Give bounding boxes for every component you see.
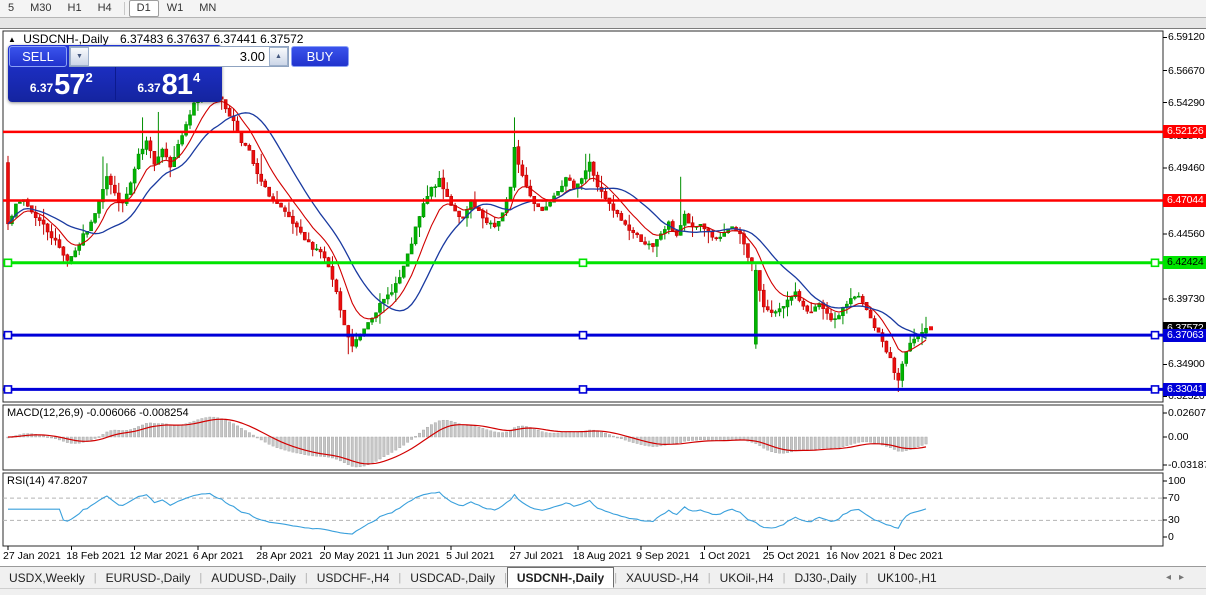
tab-uk100-h1[interactable]: UK100-,H1: [877, 570, 937, 585]
sell-price-pip: 2: [85, 70, 93, 85]
timeframe-h4-button[interactable]: H4: [97, 2, 112, 14]
time-axis-date-label: 12 Mar 2021: [129, 550, 189, 562]
timeframe-h1-button[interactable]: H1: [67, 2, 82, 14]
tab-separator: |: [614, 571, 618, 584]
time-axis-date-label: 16 Nov 2021: [826, 550, 886, 562]
buy-price-prefix: 6.37: [137, 81, 161, 95]
tab-separator: |: [398, 571, 402, 584]
tab-separator: |: [865, 571, 869, 584]
tab-separator: |: [503, 571, 507, 584]
tab-separator: |: [782, 571, 786, 584]
time-axis-date-label: 28 Apr 2021: [256, 550, 313, 562]
tab-separator: |: [93, 571, 97, 584]
buy-button[interactable]: BUY: [291, 46, 349, 67]
hline-price-label: 6.52126: [1163, 125, 1206, 139]
macd-axis-tick: -0.03187: [1168, 459, 1206, 471]
toolbar-separator: [123, 2, 125, 15]
hline-price-label: 6.47044: [1163, 193, 1206, 207]
price-axis-tick: 6.34900: [1168, 358, 1205, 371]
volume-stepper: ▼ ▲: [69, 46, 289, 67]
time-axis-date-label: 27 Jul 2021: [509, 550, 564, 562]
tab-separator: |: [707, 571, 711, 584]
chart-title: ▲ USDCNH-,Daily 6.37483 6.37637 6.37441 …: [8, 32, 303, 46]
tab-eurusd-daily[interactable]: EURUSD-,Daily: [105, 570, 191, 585]
time-axis-date-label: 27 Jan 2021: [3, 550, 61, 562]
tab-audusd-daily[interactable]: AUDUSD-,Daily: [211, 570, 296, 585]
rsi-axis-tick: 30: [1168, 514, 1180, 526]
tab-usdcad-daily[interactable]: USDCAD-,Daily: [410, 570, 495, 585]
time-axis-date-label: 18 Aug 2021: [572, 550, 632, 562]
sell-price-prefix: 6.37: [29, 81, 54, 95]
time-axis-date-label: 6 Apr 2021: [192, 550, 244, 562]
tab-xauusd-h4[interactable]: XAUUSD-,H4: [626, 570, 699, 585]
timeframe-5-button[interactable]: 5: [8, 2, 15, 14]
triangle-up-icon: ▲: [275, 53, 282, 60]
time-axis-date-label: 11 Jun 2021: [382, 550, 440, 562]
time-axis-date-label: 1 Oct 2021: [699, 550, 751, 562]
price-axis-tick: 6.44560: [1168, 227, 1205, 240]
collapse-panel-icon[interactable]: ▲: [8, 35, 16, 44]
hline-price-label: 6.37063: [1163, 328, 1206, 342]
timeframe-w1-button[interactable]: W1: [166, 2, 184, 14]
tab-scroll-left-icon[interactable]: ◂: [1165, 572, 1179, 583]
sell-price-big: 57: [54, 69, 85, 101]
time-axis-date-label: 20 May 2021: [319, 550, 381, 562]
tab-scroll-arrows: ◂▸: [1166, 572, 1192, 583]
rsi-axis-tick: 70: [1168, 492, 1180, 504]
tab-usdx-weekly[interactable]: USDX,Weekly: [9, 570, 85, 585]
triangle-down-icon: ▼: [76, 53, 83, 60]
price-chart-canvas[interactable]: [0, 29, 1206, 567]
time-axis-date-label: 9 Sep 2021: [636, 550, 690, 562]
hline-price-label: 6.42424: [1163, 256, 1206, 270]
chart-symbol-label: USDCNH-,Daily: [23, 32, 109, 46]
one-click-trading-panel: SELL ▼ ▲ BUY 6.37 57 2 6.37 81 4: [8, 45, 349, 102]
tab-scroll-right-icon[interactable]: ▸: [1178, 572, 1192, 583]
time-axis-date-label: 5 Jul 2021: [446, 550, 495, 562]
volume-increase-button[interactable]: ▲: [269, 47, 288, 66]
price-axis-tick: 6.49460: [1168, 161, 1205, 174]
price-axis-tick: 6.56670: [1168, 64, 1205, 77]
tab-separator: |: [199, 571, 203, 584]
tab-usdchf-h4[interactable]: USDCHF-,H4: [316, 570, 390, 585]
time-axis-date-label: 18 Feb 2021: [66, 550, 126, 562]
time-axis-date-label: 25 Oct 2021: [762, 550, 820, 562]
rsi-axis-tick: 0: [1168, 531, 1174, 543]
timeframe-d1-button[interactable]: D1: [128, 0, 159, 17]
buy-price-pip: 4: [192, 70, 201, 85]
rsi-indicator-label: RSI(14) 47.8207: [7, 475, 88, 487]
window-gap: [0, 18, 1206, 28]
tab-ukoil-h4[interactable]: UKOil-,H4: [719, 570, 774, 585]
tab-usdcnh-daily[interactable]: USDCNH-,Daily: [506, 566, 615, 588]
chart-ohlc-values: 6.37483 6.37637 6.37441 6.37572: [119, 32, 304, 46]
sell-button[interactable]: SELL: [9, 46, 67, 67]
tab-dj30-daily[interactable]: DJ30-,Daily: [794, 570, 857, 585]
price-axis-tick: 6.54290: [1168, 96, 1205, 109]
price-axis-tick: 6.59120: [1168, 31, 1205, 44]
buy-price-big: 81: [161, 69, 193, 101]
rsi-axis-tick: 100: [1168, 475, 1186, 487]
status-bar: [0, 588, 1206, 595]
macd-axis-tick: 0.02607: [1168, 407, 1206, 419]
volume-decrease-button[interactable]: ▼: [70, 47, 89, 66]
tab-separator: |: [304, 571, 308, 584]
chart-window: ▲ USDCNH-,Daily 6.37483 6.37637 6.37441 …: [0, 28, 1206, 566]
timeframe-toolbar: 5 M30 H1 H4 D1 W1 MN: [0, 0, 1206, 18]
timeframe-mn-button[interactable]: MN: [199, 2, 217, 14]
volume-input[interactable]: [89, 47, 269, 66]
buy-price-display[interactable]: 6.37 81 4: [116, 67, 223, 100]
timeframe-m30-button[interactable]: M30: [30, 2, 52, 14]
hline-price-label: 6.33041: [1163, 382, 1206, 396]
time-axis-date-label: 8 Dec 2021: [889, 550, 944, 562]
chart-tab-bar: USDX,Weekly | EURUSD-,Daily | AUDUSD-,Daily |…: [0, 566, 1206, 588]
macd-axis-tick: 0.00: [1168, 431, 1189, 443]
macd-indicator-label: MACD(12,26,9) -0.006066 -0.008254: [7, 407, 189, 419]
sell-price-display[interactable]: 6.37 57 2: [8, 67, 116, 100]
price-axis-tick: 6.39730: [1168, 293, 1205, 306]
